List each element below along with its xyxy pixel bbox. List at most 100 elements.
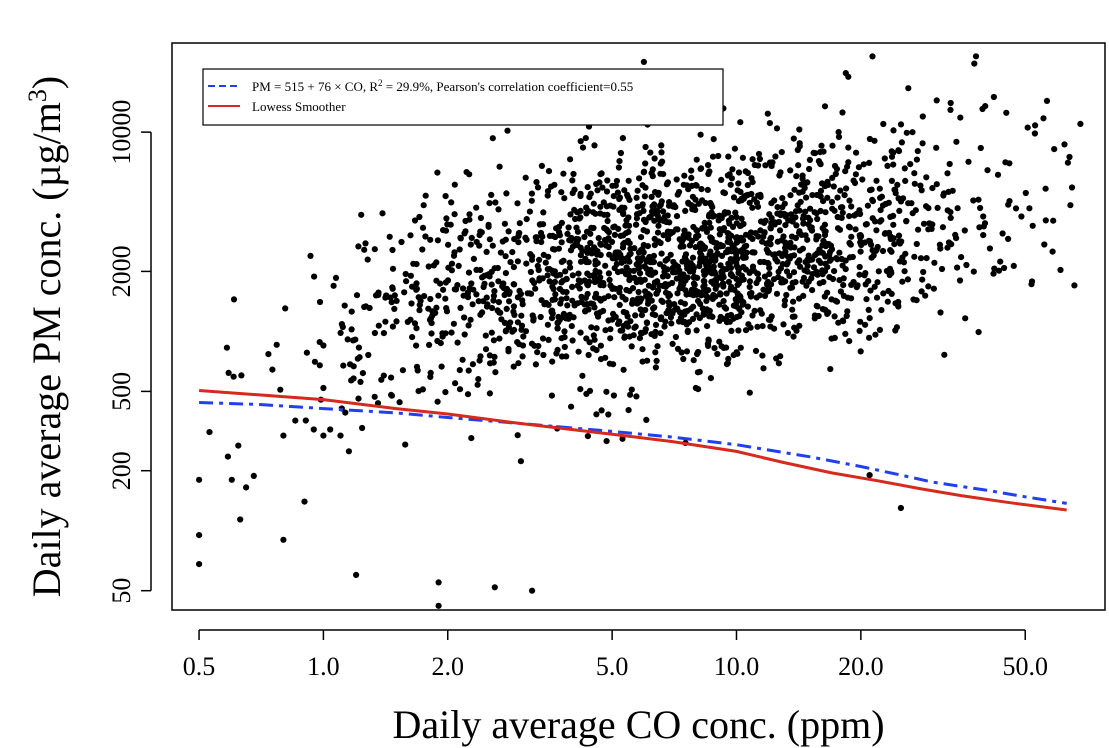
scatter-point	[859, 176, 866, 183]
scatter-point	[920, 220, 928, 227]
scatter-point	[534, 184, 542, 191]
scatter-point	[604, 217, 611, 225]
scatter-point	[1029, 222, 1036, 229]
scatter-point	[419, 246, 426, 253]
scatter-point	[677, 299, 685, 306]
scatter-point	[461, 331, 468, 338]
scatter-point	[663, 310, 670, 317]
scatter-point	[477, 228, 484, 235]
scatter-point	[396, 399, 403, 406]
scatter-point	[503, 190, 510, 197]
scatter-point	[592, 261, 599, 268]
scatter-point	[621, 204, 628, 211]
scatter-point	[661, 323, 668, 330]
scatter-point	[465, 367, 472, 374]
scatter-point	[757, 191, 764, 198]
scatter-point	[667, 251, 674, 258]
legend-label-lowess: Lowess Smoother	[252, 99, 346, 114]
scatter-point	[854, 282, 861, 289]
scatter-point	[356, 354, 363, 361]
scatter-point	[879, 247, 887, 255]
scatter-point	[451, 181, 458, 188]
scatter-point	[435, 602, 442, 609]
scatter-point	[403, 278, 410, 285]
x-tick-label: 5.0	[596, 652, 629, 681]
scatter-point	[871, 137, 878, 144]
scatter-point	[827, 366, 834, 373]
scatter-point	[892, 327, 899, 334]
scatter-point	[534, 262, 541, 269]
scatter-point	[413, 280, 420, 287]
scatter-point	[435, 579, 442, 586]
scatter-point	[549, 283, 556, 290]
scatter-point	[945, 188, 952, 195]
scatter-point	[868, 186, 875, 193]
scatter-point	[411, 217, 419, 224]
scatter-point	[790, 298, 797, 305]
scatter-point	[591, 271, 598, 278]
scatter-point	[523, 236, 530, 243]
scatter-point	[652, 349, 659, 356]
scatter-point	[781, 297, 789, 304]
scatter-point	[721, 190, 729, 197]
scatter-point	[814, 215, 821, 223]
scatter-point	[793, 327, 800, 334]
scatter-point	[962, 315, 969, 322]
scatter-point	[510, 363, 517, 370]
scatter-point	[727, 271, 735, 278]
scatter-point	[839, 204, 846, 211]
scatter-point	[733, 256, 740, 263]
scatter-point	[375, 322, 382, 329]
scatter-point	[481, 272, 488, 279]
scatter-point	[503, 285, 510, 292]
scatter-point	[708, 202, 715, 209]
scatter-point	[852, 226, 859, 233]
scatter-point	[577, 386, 584, 393]
scatter-point	[717, 290, 724, 297]
scatter-point	[822, 243, 829, 250]
scatter-point	[361, 246, 368, 253]
scatter-point	[560, 310, 568, 317]
scatter-point	[796, 228, 803, 235]
scatter-point	[705, 287, 712, 294]
scatter-point	[640, 227, 647, 234]
scatter-point	[819, 267, 826, 274]
scatter-point	[265, 351, 272, 358]
scatter-point	[502, 327, 510, 334]
scatter-point	[1006, 198, 1013, 205]
scatter-point	[277, 386, 284, 393]
scatter-point	[856, 232, 863, 239]
scatter-point	[492, 199, 499, 206]
scatter-point	[748, 175, 755, 182]
scatter-point	[880, 120, 887, 128]
scatter-point	[455, 262, 462, 269]
scatter-point	[972, 53, 980, 60]
scatter-point	[440, 286, 447, 293]
scatter-point	[504, 127, 511, 134]
scatter-point	[494, 307, 501, 314]
scatter-point	[923, 255, 930, 262]
scatter-point	[680, 181, 687, 188]
scatter-point	[505, 345, 512, 353]
scatter-point	[353, 292, 361, 299]
scatter-point	[808, 275, 815, 282]
scatter-point	[448, 329, 455, 336]
scatter-point	[595, 313, 602, 320]
scatter-point	[628, 343, 635, 350]
scatter-point	[628, 386, 635, 393]
scatter-point	[546, 278, 553, 285]
scatter-point	[915, 226, 922, 233]
scatter-point	[489, 135, 496, 142]
scatter-point	[669, 340, 676, 347]
scatter-point	[605, 317, 612, 324]
scatter-point	[797, 198, 804, 205]
scatter-point	[456, 246, 463, 253]
scatter-point	[939, 224, 947, 231]
scatter-point	[890, 221, 897, 228]
scatter-point	[680, 275, 688, 283]
scatter-point	[723, 249, 730, 256]
scatter-point	[706, 251, 713, 258]
scatter-point	[612, 313, 619, 320]
scatter-point	[842, 330, 849, 337]
